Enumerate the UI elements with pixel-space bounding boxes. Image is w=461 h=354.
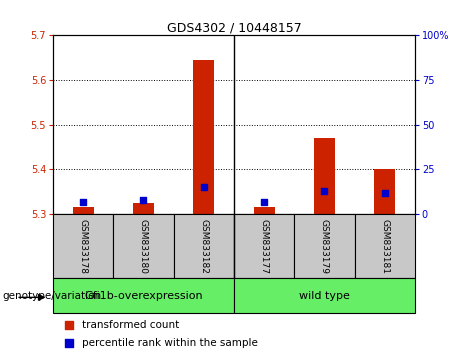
Point bbox=[388, 64, 395, 70]
Point bbox=[79, 199, 87, 205]
Text: GSM833180: GSM833180 bbox=[139, 218, 148, 274]
Bar bbox=[374, 170, 395, 214]
Point bbox=[200, 184, 207, 190]
Bar bbox=[234, 214, 294, 278]
Text: GSM833182: GSM833182 bbox=[199, 218, 208, 274]
Text: Gfi1b-overexpression: Gfi1b-overexpression bbox=[84, 291, 203, 301]
Bar bbox=[254, 207, 275, 214]
Point bbox=[321, 188, 328, 194]
Bar bbox=[53, 278, 234, 313]
Point bbox=[388, 227, 395, 233]
Text: genotype/variation: genotype/variation bbox=[2, 291, 101, 301]
Text: transformed count: transformed count bbox=[83, 320, 180, 330]
Bar bbox=[314, 138, 335, 214]
Bar bbox=[234, 278, 415, 313]
Bar bbox=[53, 214, 113, 278]
Bar bbox=[113, 214, 174, 278]
Text: GSM833179: GSM833179 bbox=[320, 218, 329, 274]
Bar bbox=[174, 214, 234, 278]
Point bbox=[260, 199, 268, 205]
Text: GSM833178: GSM833178 bbox=[79, 218, 88, 274]
Title: GDS4302 / 10448157: GDS4302 / 10448157 bbox=[166, 21, 301, 34]
Point bbox=[381, 190, 389, 195]
Point bbox=[140, 197, 147, 203]
Text: percentile rank within the sample: percentile rank within the sample bbox=[83, 338, 258, 348]
Bar bbox=[193, 60, 214, 214]
Text: wild type: wild type bbox=[299, 291, 350, 301]
Bar bbox=[294, 214, 355, 278]
Bar bbox=[133, 203, 154, 214]
Bar bbox=[73, 207, 94, 214]
Bar bbox=[355, 214, 415, 278]
Text: GSM833181: GSM833181 bbox=[380, 218, 389, 274]
Text: GSM833177: GSM833177 bbox=[260, 218, 269, 274]
